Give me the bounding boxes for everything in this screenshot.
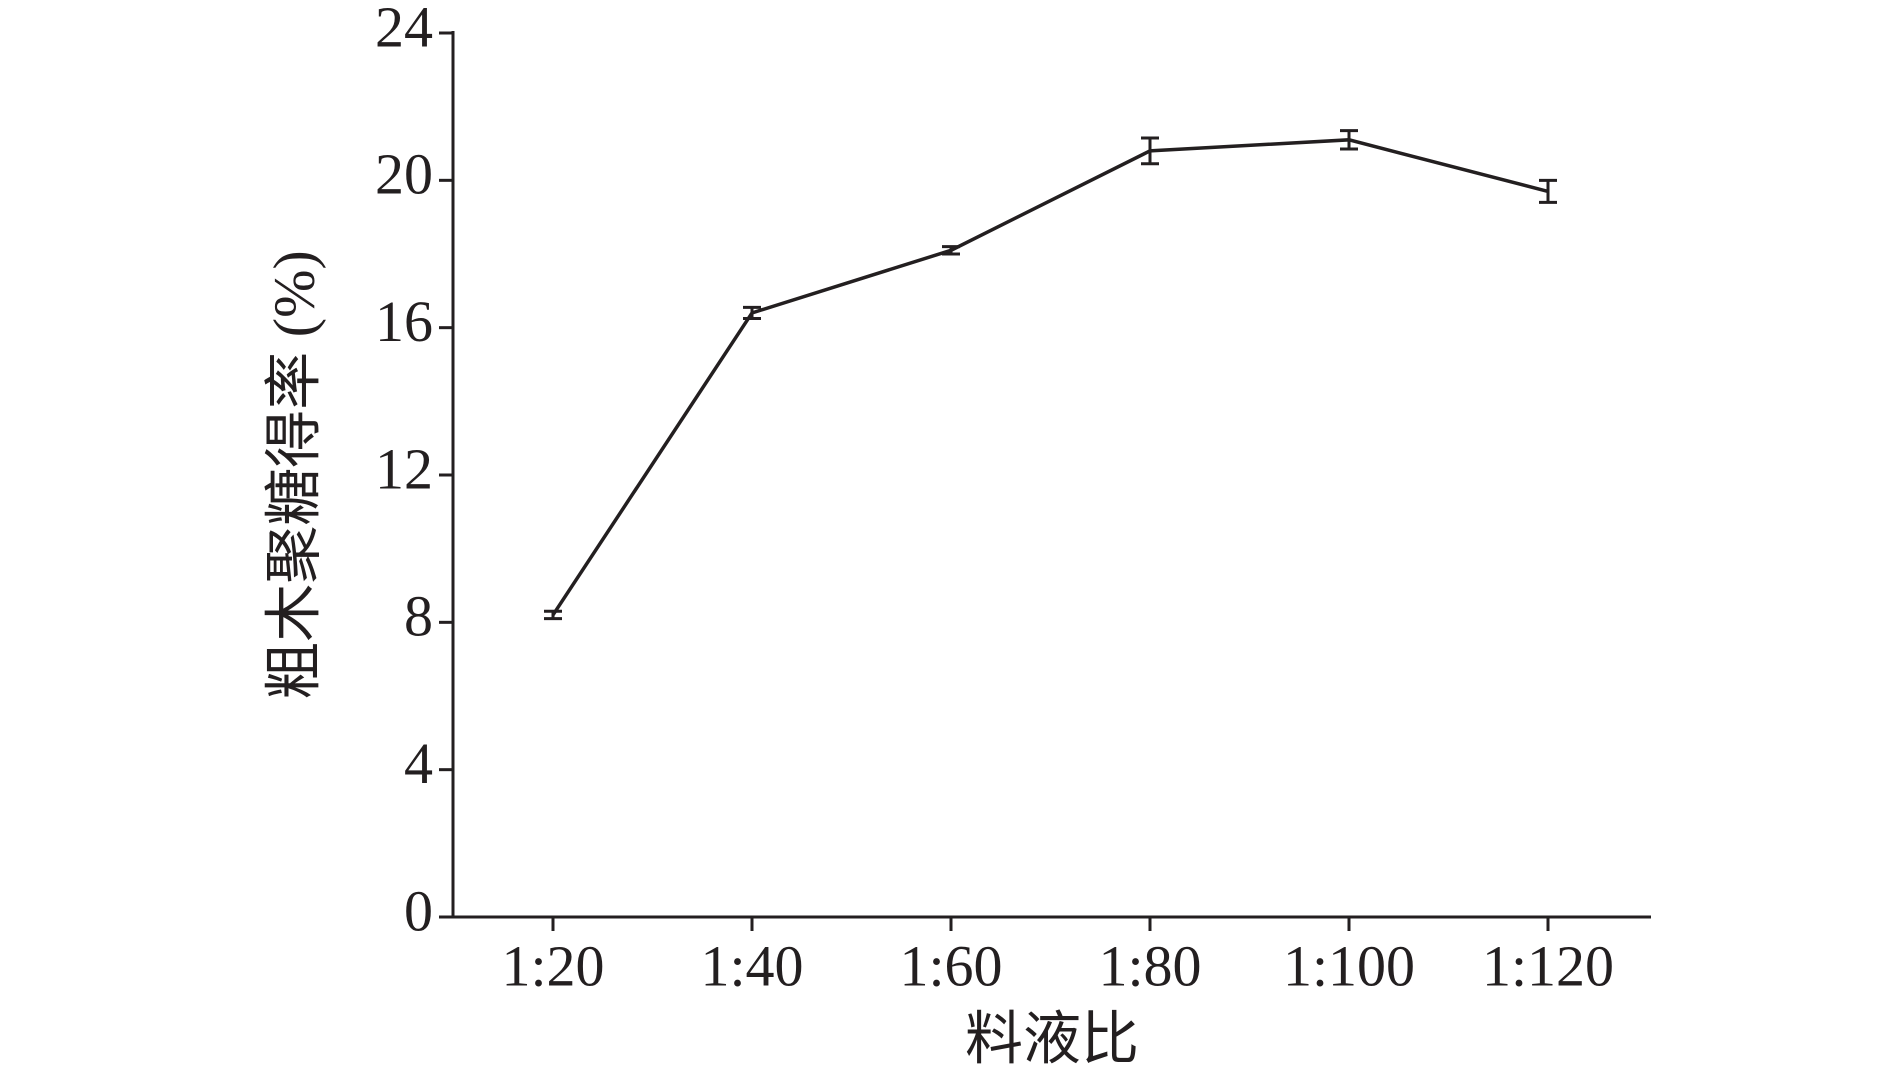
- x-tick-label: 1:60: [899, 933, 1002, 998]
- y-axis-label: 粗木聚糖得率 (%): [261, 250, 326, 699]
- y-tick-label: 8: [404, 584, 433, 649]
- x-tick-label: 1:40: [700, 933, 803, 998]
- error-bar: [743, 305, 761, 320]
- y-tick-label: 24: [375, 0, 433, 59]
- error-bar: [1141, 136, 1159, 166]
- x-tick-label: 1:80: [1098, 933, 1201, 998]
- y-tick-label: 0: [404, 878, 433, 943]
- x-tick-label: 1:120: [1482, 933, 1614, 998]
- y-tick-label: 20: [375, 142, 433, 207]
- error-bar: [1340, 129, 1358, 151]
- error-bar: [1539, 178, 1557, 204]
- y-tick-label: 12: [375, 436, 433, 501]
- y-tick-label: 16: [375, 289, 433, 354]
- x-axis-label: 料液比: [965, 1006, 1139, 1071]
- error-bar: [942, 245, 960, 256]
- y-tick-label: 4: [404, 731, 433, 796]
- x-tick-label: 1:20: [501, 933, 604, 998]
- x-tick-label: 1:100: [1283, 933, 1415, 998]
- data-line: [551, 138, 1549, 616]
- error-bar: [544, 609, 562, 621]
